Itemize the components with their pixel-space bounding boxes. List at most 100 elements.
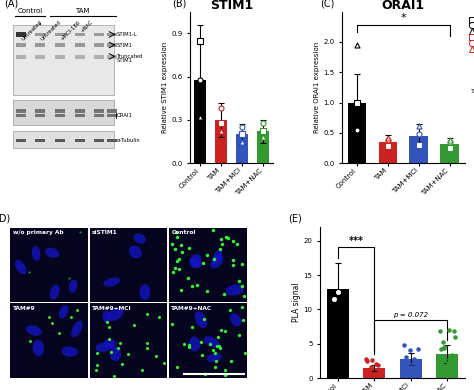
FancyBboxPatch shape [94, 114, 104, 117]
Point [365, 369, 373, 376]
FancyBboxPatch shape [107, 32, 118, 36]
FancyBboxPatch shape [107, 110, 118, 113]
Text: Control: Control [172, 230, 196, 235]
FancyBboxPatch shape [107, 55, 118, 59]
FancyBboxPatch shape [16, 43, 26, 47]
Point [436, 328, 443, 334]
Ellipse shape [32, 246, 40, 261]
Text: *: * [401, 13, 406, 23]
Ellipse shape [59, 305, 68, 319]
Text: STIM1: STIM1 [117, 43, 133, 48]
Point [259, 120, 267, 126]
Bar [440, 144, 459, 163]
Text: TAM#9+NAC: TAM#9+NAC [172, 306, 212, 310]
Point [340, 275, 348, 282]
FancyBboxPatch shape [75, 55, 85, 59]
Point [410, 356, 417, 362]
FancyBboxPatch shape [94, 139, 104, 142]
Point [334, 289, 341, 295]
Ellipse shape [26, 325, 42, 336]
Point [409, 363, 416, 370]
FancyBboxPatch shape [13, 131, 113, 148]
Title: STIM1: STIM1 [210, 0, 253, 12]
Ellipse shape [108, 307, 123, 321]
Bar [10, 303, 88, 378]
Bar [363, 368, 385, 378]
Text: α-Tubulin: α-Tubulin [117, 138, 141, 143]
Text: STIM1: STIM1 [117, 58, 133, 64]
Point [368, 357, 376, 363]
FancyBboxPatch shape [107, 139, 118, 142]
Point [437, 360, 444, 366]
Point [450, 328, 458, 335]
Ellipse shape [69, 280, 77, 293]
FancyBboxPatch shape [35, 32, 45, 36]
Ellipse shape [139, 284, 150, 300]
Point [446, 145, 454, 151]
FancyBboxPatch shape [75, 32, 85, 36]
Point [196, 76, 204, 83]
Ellipse shape [110, 346, 121, 361]
FancyBboxPatch shape [16, 32, 26, 37]
Point [259, 128, 267, 135]
Bar [410, 136, 428, 163]
Point [400, 342, 408, 348]
Point [238, 131, 246, 137]
Text: (A): (A) [4, 0, 18, 9]
Bar [215, 120, 228, 163]
Point [353, 99, 361, 106]
Ellipse shape [207, 353, 222, 362]
Ellipse shape [204, 336, 219, 348]
Point [384, 143, 392, 149]
Point [218, 105, 225, 112]
Ellipse shape [129, 245, 142, 258]
Bar [169, 228, 247, 302]
Point [376, 369, 383, 375]
Point [404, 365, 411, 372]
Text: Untreated: Untreated [40, 19, 62, 42]
Text: (C): (C) [320, 0, 334, 9]
FancyBboxPatch shape [16, 114, 26, 117]
FancyBboxPatch shape [55, 43, 65, 47]
FancyBboxPatch shape [13, 99, 113, 125]
Point [415, 142, 422, 148]
Y-axis label: Relative STIM1 expression: Relative STIM1 expression [163, 42, 168, 133]
Bar [347, 103, 366, 163]
Point [328, 251, 335, 257]
FancyBboxPatch shape [75, 110, 85, 113]
Point [403, 358, 411, 364]
Ellipse shape [95, 342, 112, 352]
Point [415, 122, 422, 129]
Point [363, 358, 371, 364]
Ellipse shape [45, 248, 59, 258]
Bar [10, 228, 88, 302]
Point [196, 37, 204, 44]
FancyBboxPatch shape [107, 43, 118, 47]
Text: Control: Control [18, 8, 43, 14]
Ellipse shape [104, 339, 117, 348]
Point [451, 333, 458, 340]
Text: +MCI-186: +MCI-186 [60, 19, 82, 41]
FancyBboxPatch shape [13, 25, 113, 95]
Point [384, 135, 392, 141]
FancyBboxPatch shape [55, 110, 65, 113]
FancyBboxPatch shape [94, 43, 104, 47]
Point [331, 296, 338, 302]
Text: w/o primary Ab: w/o primary Ab [13, 230, 64, 235]
Text: siSTIM1: siSTIM1 [92, 230, 118, 235]
Ellipse shape [189, 337, 201, 351]
Text: (E): (E) [289, 214, 302, 224]
Ellipse shape [102, 311, 111, 323]
Bar [236, 134, 248, 163]
Point [415, 131, 422, 137]
FancyBboxPatch shape [75, 139, 85, 142]
Ellipse shape [103, 278, 120, 287]
FancyBboxPatch shape [75, 114, 85, 117]
Ellipse shape [190, 258, 201, 268]
Point [441, 356, 449, 362]
FancyBboxPatch shape [35, 110, 45, 113]
Text: TAM: TAM [471, 89, 474, 94]
Ellipse shape [50, 285, 59, 300]
Legend: 409B2, 454E2, 201B7, TAM#4, TAM#9, TAM#11: 409B2, 454E2, 201B7, TAM#4, TAM#9, TAM#1… [470, 12, 474, 52]
Bar [379, 142, 397, 163]
